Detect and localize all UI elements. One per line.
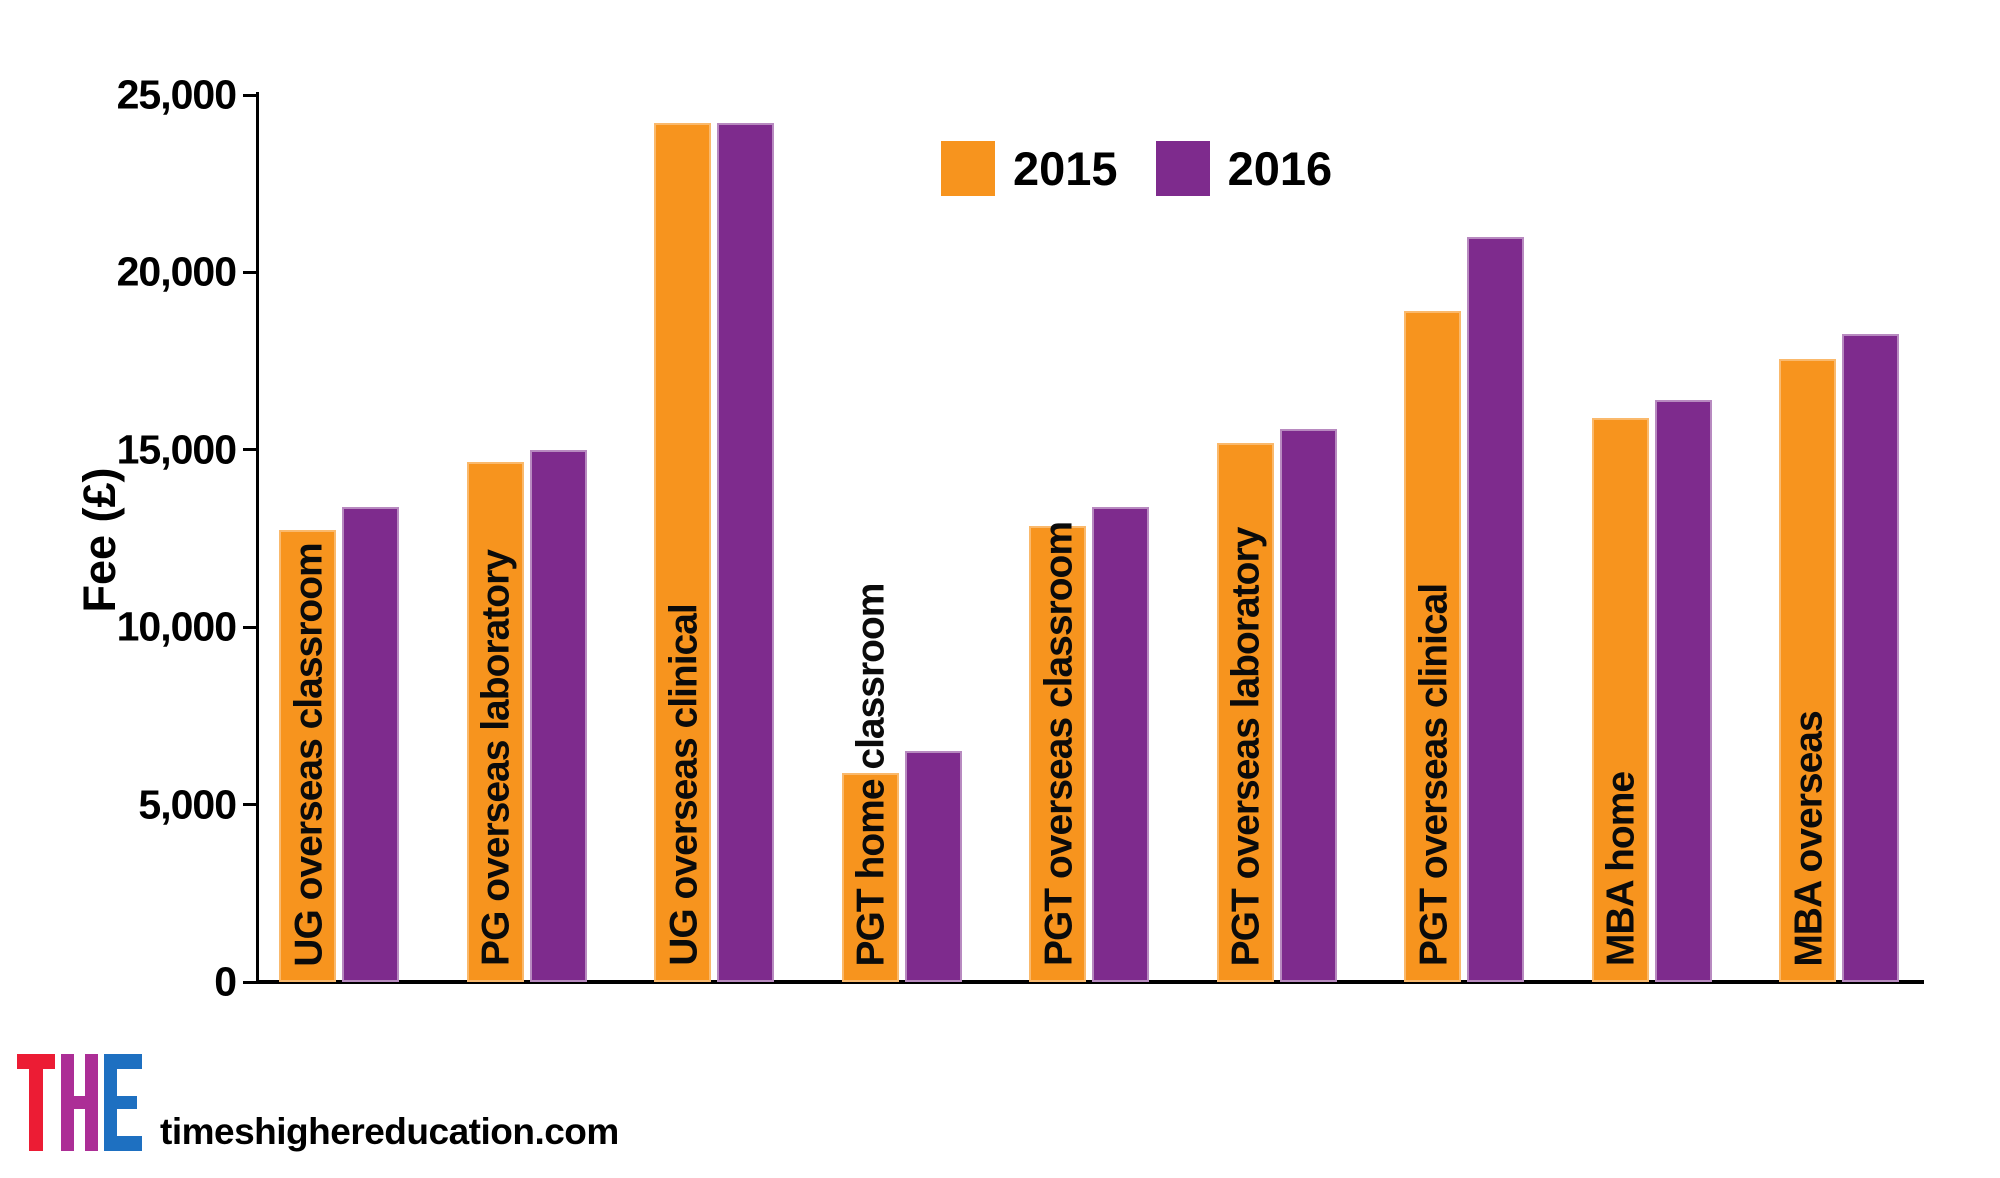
y-axis-line bbox=[256, 92, 259, 984]
y-tick-mark bbox=[243, 270, 257, 274]
bar-2016 bbox=[529, 449, 587, 982]
category-label: PGT home classroom bbox=[849, 583, 893, 966]
logo-letter-t bbox=[17, 1054, 55, 1151]
category-label: UG overseas classroom bbox=[287, 542, 330, 967]
y-axis-title: Fee (£) bbox=[74, 467, 125, 613]
the-logo bbox=[17, 1054, 142, 1151]
bar-2015 bbox=[466, 462, 524, 982]
legend-swatch-2016 bbox=[1155, 141, 1210, 196]
legend-label-2016: 2016 bbox=[1227, 142, 1333, 195]
site-url: timeshighereducation.com bbox=[160, 1111, 619, 1152]
category-label: UG overseas clinical bbox=[662, 604, 705, 966]
y-tick-label: 0 bbox=[214, 958, 237, 1005]
category-label: PGT overseas clinical bbox=[1412, 583, 1455, 967]
y-tick-mark bbox=[243, 980, 257, 984]
bar-2015 bbox=[1779, 359, 1836, 982]
bar-2015 bbox=[1029, 526, 1086, 982]
bar-2016 bbox=[1842, 334, 1899, 982]
x-axis-line bbox=[256, 980, 1924, 984]
bar-2015 bbox=[841, 772, 899, 982]
y-tick-label: 20,000 bbox=[116, 248, 237, 295]
y-tick-label: 5,000 bbox=[138, 781, 237, 828]
bar-2016 bbox=[1279, 428, 1337, 982]
category-label: MBA home bbox=[1599, 771, 1643, 967]
logo-letter-h bbox=[61, 1054, 98, 1151]
category-label: MBA overseas bbox=[1787, 710, 1830, 967]
bar-2016 bbox=[1092, 506, 1149, 982]
category-label: PGT overseas laboratory bbox=[1224, 527, 1268, 966]
y-tick-mark bbox=[243, 448, 257, 452]
legend-swatch-2015 bbox=[941, 141, 995, 196]
y-tick-label: 15,000 bbox=[116, 426, 237, 473]
category-label: PGT overseas classroom bbox=[1037, 521, 1080, 967]
bar-2016 bbox=[1654, 400, 1712, 982]
bar-2016 bbox=[1467, 236, 1524, 982]
y-tick-mark bbox=[243, 803, 257, 807]
bar-2016 bbox=[717, 123, 774, 982]
y-tick-label: 10,000 bbox=[116, 603, 237, 650]
bar-2015 bbox=[279, 529, 336, 982]
category-label: PG overseas laboratory bbox=[474, 550, 518, 966]
bar-2015 bbox=[1404, 311, 1461, 982]
logo-letter-e bbox=[104, 1054, 142, 1151]
bar-2016 bbox=[342, 506, 399, 982]
y-tick-label: 25,000 bbox=[116, 71, 237, 118]
bar-2015 bbox=[654, 123, 711, 982]
legend-label-2015: 2015 bbox=[1013, 142, 1118, 195]
bar-2015 bbox=[1216, 442, 1274, 982]
y-tick-mark bbox=[243, 625, 257, 629]
bar-2016 bbox=[904, 751, 962, 982]
y-tick-mark bbox=[243, 93, 257, 97]
bar-2015 bbox=[1591, 417, 1649, 982]
legend: 2015 2016 bbox=[941, 141, 1370, 196]
